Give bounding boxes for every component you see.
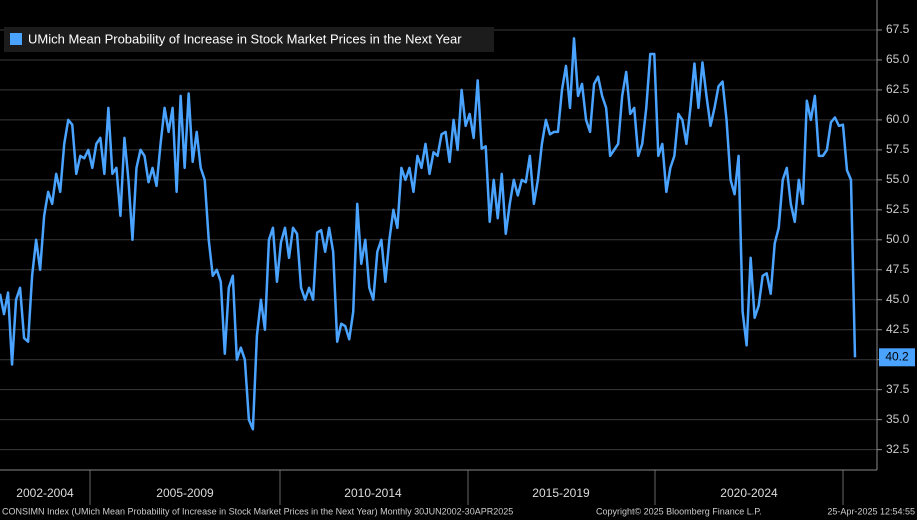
footer-source: CONSIMN Index (UMich Mean Probability of…	[2, 506, 513, 516]
x-period-label: 2020-2024	[720, 486, 778, 500]
y-tick-label: 67.5	[886, 22, 910, 36]
x-period-label: 2015-2019	[532, 486, 590, 500]
last-value-label: 40.2	[885, 349, 909, 363]
x-period-label: 2005-2009	[156, 486, 214, 500]
legend-swatch	[10, 33, 22, 45]
y-tick-label: 42.5	[886, 322, 910, 336]
y-tick-label: 47.5	[886, 262, 910, 276]
y-tick-label: 45.0	[886, 292, 910, 306]
legend: UMich Mean Probability of Increase in St…	[4, 27, 494, 52]
x-period-label: 2010-2014	[344, 486, 402, 500]
y-tick-label: 62.5	[886, 82, 910, 96]
y-tick-label: 60.0	[886, 112, 910, 126]
footer-copyright: Copyright© 2025 Bloomberg Finance L.P.	[596, 506, 762, 516]
y-tick-label: 32.5	[886, 442, 910, 456]
y-tick-label: 57.5	[886, 142, 910, 156]
footer-timestamp: 25-Apr-2025 12:54:55	[827, 506, 915, 516]
legend-box	[4, 27, 494, 52]
x-period-label: 2002-2004	[16, 486, 74, 500]
y-tick-label: 50.0	[886, 232, 910, 246]
y-tick-label: 55.0	[886, 172, 910, 186]
y-tick-label: 65.0	[886, 52, 910, 66]
data-line	[0, 37, 857, 431]
y-tick-label: 35.0	[886, 412, 910, 426]
y-tick-label: 37.5	[886, 382, 910, 396]
legend-label: UMich Mean Probability of Increase in St…	[28, 31, 462, 46]
last-value-box	[879, 348, 915, 367]
y-tick-label: 52.5	[886, 202, 910, 216]
